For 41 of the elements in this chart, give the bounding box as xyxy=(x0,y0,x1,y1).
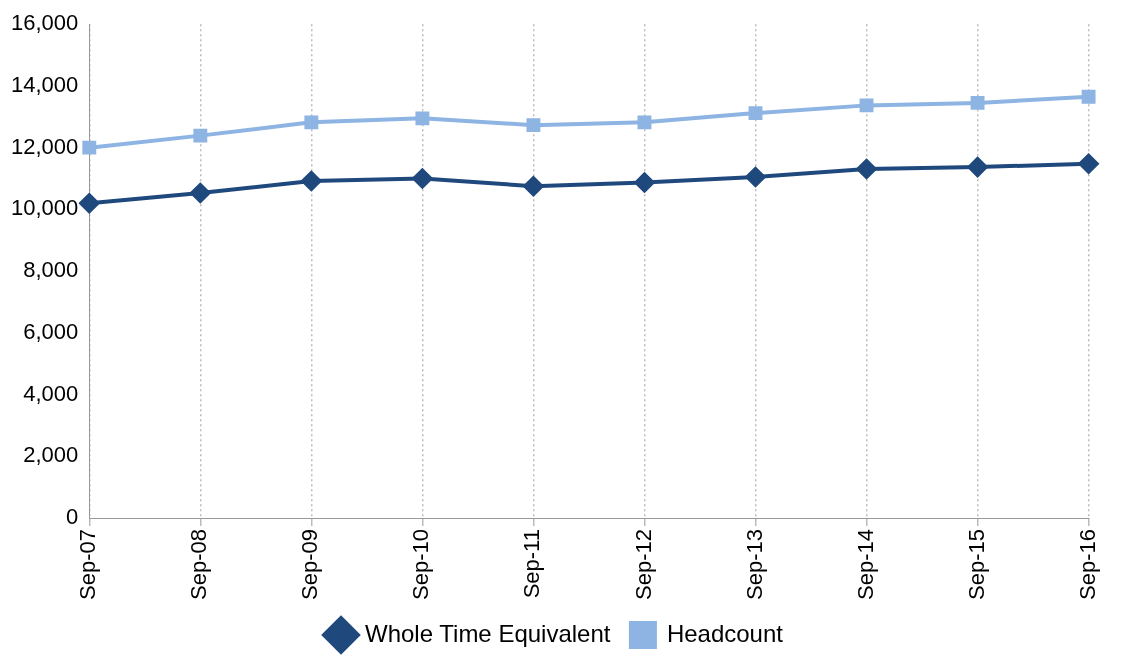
point xyxy=(301,171,322,191)
x-tick-label: Sep-07 xyxy=(75,529,101,601)
x-tick-label: Sep-09 xyxy=(297,529,323,601)
point xyxy=(745,166,766,187)
point xyxy=(82,140,97,155)
point xyxy=(970,95,985,110)
x-tick-label: Sep-08 xyxy=(186,529,212,601)
y-tick-label: 0 xyxy=(66,504,79,530)
point xyxy=(859,98,874,113)
x-tick-label: Sep-14 xyxy=(852,529,878,601)
y-tick-label: 16,000 xyxy=(10,10,79,36)
point xyxy=(415,111,430,126)
legend-label: Whole Time Equivalent xyxy=(365,619,611,647)
point xyxy=(79,193,100,214)
point xyxy=(856,158,877,179)
point xyxy=(1078,153,1099,174)
point xyxy=(748,106,763,121)
point xyxy=(634,172,655,193)
x-tick-label: Sep-16 xyxy=(1074,529,1100,601)
point xyxy=(637,115,652,130)
y-tick-label: 2,000 xyxy=(23,442,79,468)
point xyxy=(967,157,988,178)
point xyxy=(190,183,211,204)
y-tick-label: 14,000 xyxy=(10,71,79,97)
x-tick-label: Sep-15 xyxy=(963,529,989,601)
point xyxy=(523,176,544,197)
x-tick-label: Sep-12 xyxy=(630,529,656,601)
point xyxy=(193,128,208,143)
point xyxy=(1081,89,1096,104)
point xyxy=(304,115,319,130)
x-tick-label: Sep-11 xyxy=(519,529,545,599)
y-tick-label: 8,000 xyxy=(23,257,79,283)
legend-label: Headcount xyxy=(666,619,784,647)
x-tick-label: Sep-13 xyxy=(741,529,767,601)
point xyxy=(526,118,541,133)
x-tick-label: Sep-10 xyxy=(408,529,434,601)
y-tick-label: 6,000 xyxy=(23,318,79,344)
y-tick-label: 10,000 xyxy=(10,195,79,221)
point xyxy=(412,168,433,189)
y-tick-label: 12,000 xyxy=(10,133,79,159)
y-tick-label: 4,000 xyxy=(23,380,79,406)
